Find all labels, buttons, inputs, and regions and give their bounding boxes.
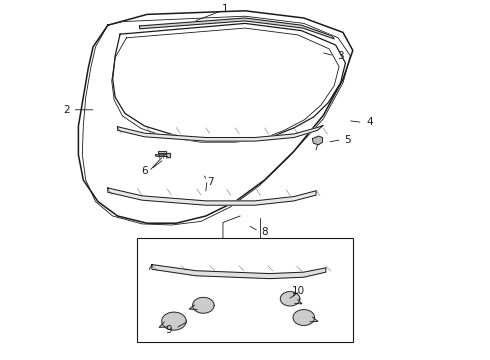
Polygon shape: [158, 151, 166, 153]
Polygon shape: [193, 297, 214, 313]
Text: 3: 3: [337, 51, 344, 61]
Polygon shape: [118, 125, 323, 141]
Text: 8: 8: [261, 227, 268, 237]
Text: 7: 7: [207, 177, 214, 187]
Polygon shape: [280, 292, 300, 306]
Polygon shape: [156, 153, 171, 158]
Polygon shape: [108, 188, 316, 205]
Polygon shape: [310, 317, 318, 322]
Polygon shape: [313, 136, 322, 145]
Bar: [137, 238, 353, 342]
Text: 2: 2: [63, 105, 70, 115]
Text: 4: 4: [367, 117, 373, 127]
Polygon shape: [295, 300, 302, 304]
Polygon shape: [189, 305, 197, 310]
Text: 1: 1: [222, 4, 229, 14]
Text: 6: 6: [141, 166, 148, 176]
Polygon shape: [152, 265, 326, 279]
Polygon shape: [162, 312, 186, 330]
Text: 5: 5: [344, 135, 351, 145]
Polygon shape: [293, 310, 315, 325]
Polygon shape: [140, 18, 334, 39]
Polygon shape: [159, 322, 168, 328]
Polygon shape: [78, 11, 353, 223]
Text: 10: 10: [292, 286, 304, 296]
Text: 9: 9: [166, 325, 172, 335]
